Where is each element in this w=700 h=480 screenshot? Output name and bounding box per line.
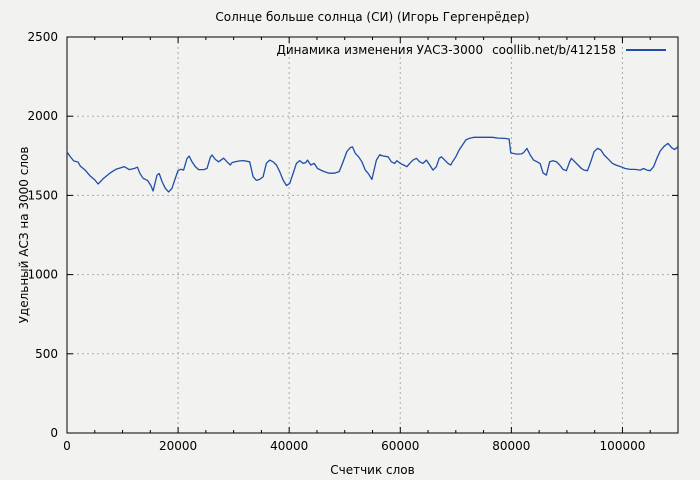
svg-text:500: 500 bbox=[35, 347, 58, 361]
chart-title: Солнце больше солнца (СИ) (Игорь Гергенр… bbox=[215, 10, 530, 24]
svg-text:80000: 80000 bbox=[492, 439, 530, 453]
svg-text:60000: 60000 bbox=[381, 439, 419, 453]
y-axis-label: Удельный АСЗ на 3000 слов bbox=[17, 146, 31, 324]
svg-text:1000: 1000 bbox=[27, 268, 58, 282]
svg-text:0: 0 bbox=[50, 426, 58, 440]
x-axis-label: Счетчик слов bbox=[330, 463, 415, 477]
svg-text:1500: 1500 bbox=[27, 188, 58, 202]
svg-text:100000: 100000 bbox=[600, 439, 646, 453]
legend-line-sample bbox=[626, 49, 666, 51]
svg-text:2000: 2000 bbox=[27, 109, 58, 123]
legend: Динамика изменения УАСЗ-3000 coollib.net… bbox=[276, 43, 666, 57]
series-line bbox=[66, 136, 679, 193]
svg-text:2500: 2500 bbox=[27, 30, 58, 44]
svg-text:0: 0 bbox=[63, 439, 71, 453]
svg-text:20000: 20000 bbox=[159, 439, 197, 453]
legend-source-label: coollib.net/b/412158 bbox=[492, 43, 616, 57]
legend-series-label: Динамика изменения УАСЗ-3000 bbox=[276, 43, 484, 57]
svg-text:40000: 40000 bbox=[270, 439, 308, 453]
